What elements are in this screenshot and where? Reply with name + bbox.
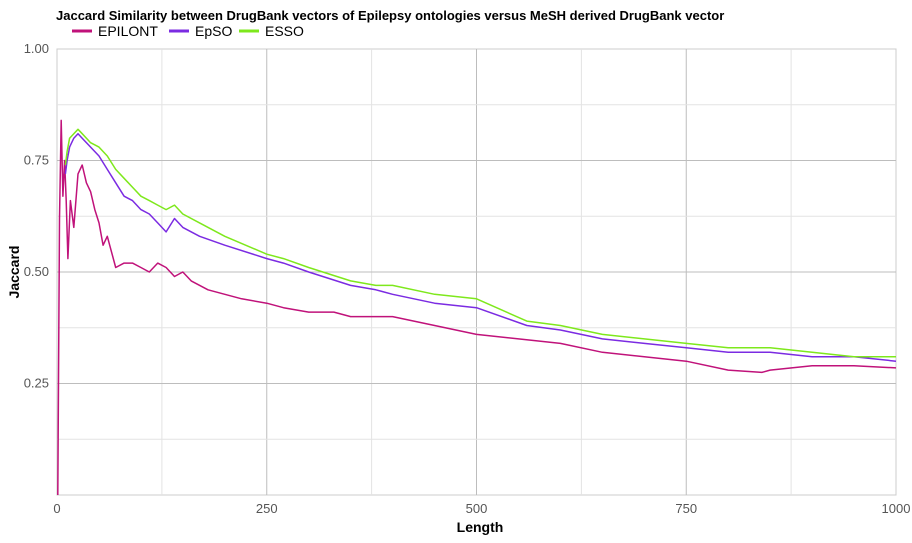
y-tick-label: 1.00 (24, 41, 49, 56)
x-tick-label: 250 (256, 501, 278, 516)
legend-label-epilont: EPILONT (98, 23, 158, 39)
series-line-epso (64, 132, 897, 362)
legend-label-esso: ESSO (265, 23, 304, 39)
series-group (57, 119, 897, 496)
x-axis-title: Length (457, 519, 504, 535)
series-line-epilont (57, 119, 897, 496)
x-tick-label: 1000 (882, 501, 911, 516)
x-tick-label: 0 (53, 501, 60, 516)
tick-labels: 0 250 500 750 1000 0.25 0.50 0.75 1.00 (24, 41, 911, 516)
x-tick-label: 500 (466, 501, 488, 516)
chart-title: Jaccard Similarity between DrugBank vect… (56, 8, 724, 23)
x-tick-label: 750 (675, 501, 697, 516)
legend: EPILONT EpSO ESSO (72, 23, 304, 39)
y-tick-label: 0.75 (24, 153, 49, 168)
y-axis-title: Jaccard (6, 246, 22, 299)
series-line-esso (64, 128, 896, 358)
legend-label-epso: EpSO (195, 23, 232, 39)
y-tick-label: 0.50 (24, 264, 49, 279)
grid (56, 48, 897, 496)
y-tick-label: 0.25 (24, 376, 49, 391)
